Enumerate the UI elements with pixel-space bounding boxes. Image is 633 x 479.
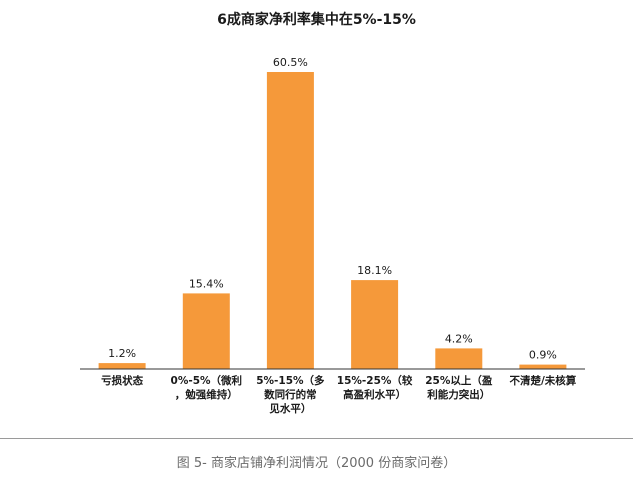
- bar: [266, 72, 314, 369]
- value-label: 0.9%: [529, 349, 557, 362]
- value-label: 60.5%: [273, 56, 308, 69]
- bar: [519, 364, 567, 369]
- category-label: 0%-5%（微利，勉强维持）: [171, 374, 243, 401]
- category-label-line: 高盈利水平）: [343, 388, 406, 401]
- category-label-line: 25%以上（盈: [425, 374, 493, 387]
- value-label: 18.1%: [357, 264, 392, 277]
- bar: [351, 280, 399, 369]
- divider: [0, 438, 633, 439]
- figure-caption: 图 5- 商家店铺净利润情况（2000 份商家问卷）: [176, 456, 457, 471]
- category-label: 25%以上（盈利能力突出）: [425, 374, 493, 401]
- category-label: 亏损状态: [101, 374, 143, 387]
- bars-layer: [98, 72, 567, 369]
- category-label-line: 不清楚/未核算: [509, 374, 576, 387]
- category-label-line: 利能力突出）: [427, 388, 490, 401]
- category-label-line: 5%-15%（多: [256, 374, 325, 387]
- category-label-line: 见水平）: [269, 402, 311, 415]
- category-label-line: ，勉强维持）: [175, 388, 238, 401]
- bar-chart: 1.2% 亏损状态 15.4% 0%-5%（微利，勉强维持） 60.5% 5%-15%（多…: [80, 56, 585, 415]
- category-label: 5%-15%（多数同行的常见水平）: [256, 374, 325, 415]
- value-label: 4.2%: [445, 332, 473, 345]
- bar: [182, 293, 230, 369]
- value-label: 1.2%: [108, 347, 136, 360]
- category-label-line: 数同行的常: [263, 388, 317, 401]
- category-label-line: 亏损状态: [101, 374, 143, 387]
- category-label: 不清楚/未核算: [509, 374, 576, 387]
- bar: [435, 348, 483, 369]
- category-label: 15%-25%（较高盈利水平）: [337, 374, 413, 401]
- value-label: 15.4%: [189, 277, 224, 290]
- category-label-line: 0%-5%（微利: [171, 374, 243, 387]
- bar: [98, 363, 146, 369]
- category-label-line: 15%-25%（较: [337, 374, 413, 387]
- labels-layer: 1.2% 亏损状态 15.4% 0%-5%（微利，勉强维持） 60.5% 5%-15%（多…: [101, 56, 577, 415]
- chart-title: 6成商家净利率集中在5%-15%: [217, 12, 416, 28]
